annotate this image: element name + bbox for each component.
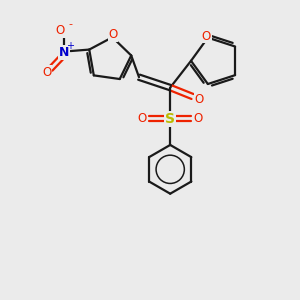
Text: N: N — [59, 46, 69, 59]
Text: S: S — [165, 112, 175, 126]
Text: -: - — [68, 19, 73, 29]
Text: O: O — [194, 112, 203, 125]
Text: O: O — [137, 112, 147, 125]
Text: O: O — [202, 30, 211, 43]
Text: O: O — [56, 24, 65, 37]
Text: +: + — [67, 41, 74, 51]
Text: O: O — [194, 93, 204, 106]
Text: O: O — [42, 66, 52, 79]
Text: O: O — [108, 28, 118, 41]
